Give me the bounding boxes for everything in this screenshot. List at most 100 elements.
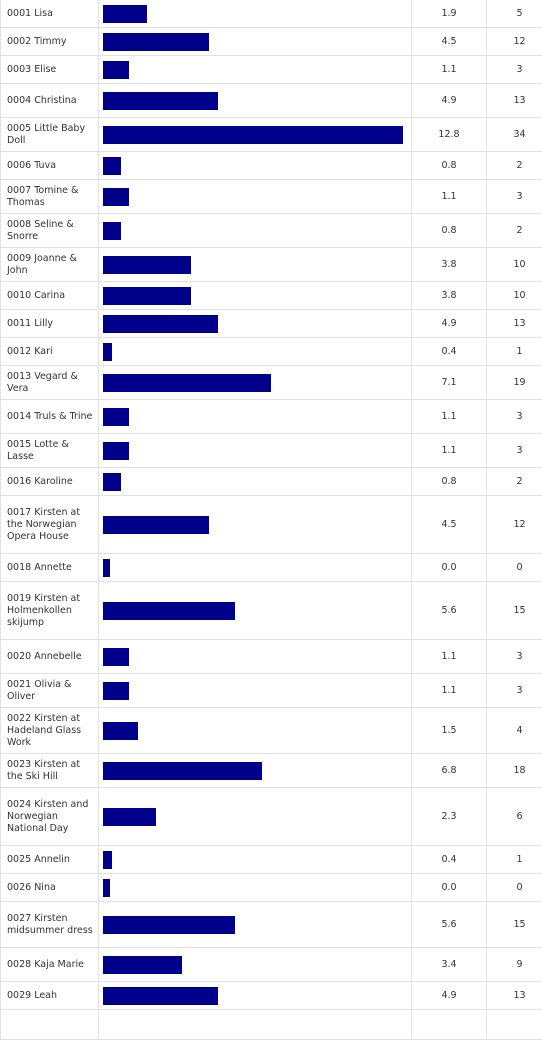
poll-option-name: 0028 Kaja Marie	[1, 948, 99, 982]
poll-bar-cell	[99, 338, 412, 366]
poll-vote-bar	[103, 473, 121, 491]
poll-bar-cell	[99, 152, 412, 180]
poll-option-name	[1, 1010, 99, 1040]
poll-percent: 4.5	[412, 496, 487, 554]
poll-vote-count: 3	[487, 400, 542, 434]
poll-bar-cell	[99, 400, 412, 434]
poll-bar-cell	[99, 554, 412, 582]
poll-vote-bar	[103, 343, 112, 361]
poll-vote-bar	[103, 722, 138, 740]
poll-vote-bar	[103, 222, 121, 240]
poll-bar-cell	[99, 310, 412, 338]
poll-row	[1, 1010, 542, 1040]
poll-option-name: 0013 Vegard & Vera	[1, 366, 99, 400]
poll-option-name: 0008 Seline & Snorre	[1, 214, 99, 248]
poll-option-name: 0023 Kirsten at the Ski Hill	[1, 754, 99, 788]
poll-option-name: 0004 Christina	[1, 84, 99, 118]
poll-vote-bar	[103, 92, 218, 110]
poll-percent: 1.1	[412, 180, 487, 214]
poll-vote-bar	[103, 408, 129, 426]
poll-option-name: 0012 Kari	[1, 338, 99, 366]
poll-option-name: 0005 Little Baby Doll	[1, 118, 99, 152]
poll-option-name: 0009 Joanne & John	[1, 248, 99, 282]
poll-percent: 1.1	[412, 674, 487, 708]
poll-percent: 7.1	[412, 366, 487, 400]
poll-vote-count: 3	[487, 674, 542, 708]
poll-vote-bar	[103, 602, 235, 620]
poll-option-name: 0020 Annebelle	[1, 640, 99, 674]
poll-vote-bar	[103, 808, 156, 826]
poll-option-name: 0017 Kirsten at the Norwegian Opera Hous…	[1, 496, 99, 554]
poll-option-name: 0018 Annette	[1, 554, 99, 582]
poll-percent: 1.1	[412, 56, 487, 84]
poll-option-name: 0003 Elise	[1, 56, 99, 84]
poll-vote-count: 18	[487, 754, 542, 788]
poll-vote-count	[487, 1010, 542, 1040]
poll-bar-cell	[99, 708, 412, 754]
poll-option-name: 0016 Karoline	[1, 468, 99, 496]
poll-percent: 4.9	[412, 84, 487, 118]
poll-percent: 1.5	[412, 708, 487, 754]
poll-percent: 0.8	[412, 214, 487, 248]
poll-vote-count: 3	[487, 640, 542, 674]
poll-vote-bar	[103, 287, 191, 305]
poll-vote-count: 3	[487, 180, 542, 214]
poll-vote-count: 3	[487, 434, 542, 468]
poll-option-name: 0022 Kirsten at Hadeland Glass Work	[1, 708, 99, 754]
poll-percent: 12.8	[412, 118, 487, 152]
poll-option-name: 0014 Truls & Trine	[1, 400, 99, 434]
poll-vote-count: 1	[487, 846, 542, 874]
poll-vote-count: 12	[487, 496, 542, 554]
poll-bar-cell	[99, 118, 412, 152]
poll-vote-bar	[103, 442, 129, 460]
poll-percent: 2.3	[412, 788, 487, 846]
poll-option-name: 0024 Kirsten and Norwegian National Day	[1, 788, 99, 846]
poll-vote-bar	[103, 188, 129, 206]
poll-vote-count: 10	[487, 282, 542, 310]
poll-vote-count: 2	[487, 152, 542, 180]
poll-option-name: 0010 Carina	[1, 282, 99, 310]
poll-row: 0017 Kirsten at the Norwegian Opera Hous…	[1, 496, 542, 554]
poll-percent: 5.6	[412, 902, 487, 948]
poll-vote-count: 3	[487, 56, 542, 84]
poll-vote-count: 4	[487, 708, 542, 754]
poll-bar-cell	[99, 640, 412, 674]
poll-vote-count: 9	[487, 948, 542, 982]
poll-option-name: 0029 Leah	[1, 982, 99, 1010]
poll-vote-count: 10	[487, 248, 542, 282]
poll-option-name: 0026 Nina	[1, 874, 99, 902]
poll-percent: 0.0	[412, 874, 487, 902]
poll-vote-bar	[103, 916, 235, 934]
poll-option-name: 0007 Tomine & Thomas	[1, 180, 99, 214]
poll-option-name: 0002 Timmy	[1, 28, 99, 56]
poll-option-name: 0011 Lilly	[1, 310, 99, 338]
poll-bar-cell	[99, 754, 412, 788]
poll-percent: 0.4	[412, 338, 487, 366]
poll-row: 0024 Kirsten and Norwegian National Day 2…	[1, 788, 542, 846]
poll-bar-cell	[99, 180, 412, 214]
poll-option-name: 0025 Annelin	[1, 846, 99, 874]
poll-vote-count: 15	[487, 582, 542, 640]
poll-vote-bar	[103, 256, 191, 274]
poll-option-name: 0021 Olivia & Oliver	[1, 674, 99, 708]
poll-percent	[412, 1010, 487, 1040]
poll-bar-cell	[99, 874, 412, 902]
